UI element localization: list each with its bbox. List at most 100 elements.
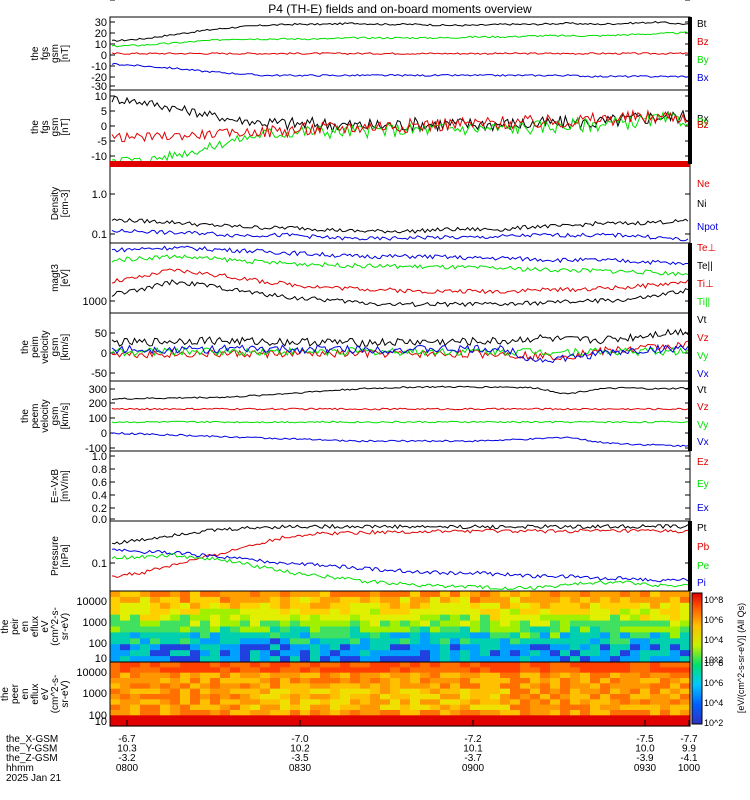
spectrogram-cell [650,602,661,610]
spectrogram-cell [580,596,591,604]
spectrogram-cell [660,591,671,598]
spectrogram-cell [350,608,361,616]
spectrogram-cell [170,710,181,716]
spectrogram-cell [660,626,671,634]
spectrogram-cell [590,662,601,668]
panel-9-ylabel-line: (cm^2-s- [50,607,61,646]
spectrogram-cell [370,638,381,645]
series-npot-line [111,228,689,242]
spectrogram-cell [520,720,531,727]
spectrogram-cell [350,694,361,700]
spectrogram-cell [630,596,641,604]
spectrogram-cell [620,644,631,651]
spectrogram-cell [540,614,551,622]
spectrogram-cell [470,672,481,679]
spectrogram-cell [460,638,471,645]
y-tick-label: 20 [95,28,107,40]
spectrogram-cell [140,688,151,695]
spectrogram-cell [480,644,491,651]
spectrogram-cell [540,688,551,695]
spectrogram-cell [380,591,391,598]
spectrogram-cell [380,602,391,610]
spectrogram-cell [540,638,551,645]
spectrogram-cell [410,644,421,651]
spectrogram-cell [230,688,241,695]
spectrogram-cell [570,704,581,711]
spectrogram-cell [420,644,431,651]
spectrogram-cell [420,662,431,668]
spectrogram-cell [110,694,121,700]
spectrogram-cell [360,683,371,690]
spectrogram-cell [530,602,541,610]
spectrogram-cell [490,596,501,604]
spectrogram-cell [120,596,131,604]
panel-5-ylabel-line: the [20,340,31,354]
spectrogram-cell [530,591,541,598]
panel-5-ylabel-line: peim [30,336,41,358]
spectrogram-cell [350,650,361,657]
footer-row-label: the_X-GSM [6,734,58,745]
spectrogram-cell [110,632,121,639]
spectrogram-cell [270,644,281,651]
spectrogram-cell [530,678,541,684]
spectrogram-cell [160,662,171,668]
spectrogram-cell [300,602,311,610]
spectrogram-cell [160,720,171,727]
spectrogram-cell [460,620,471,628]
spectrogram-cell [670,626,681,634]
spectrogram-cell [500,720,511,727]
spectrogram-cell [470,662,481,668]
spectrogram-cell [290,662,301,668]
spectrogram-cell [590,656,601,663]
spectrogram-cell [140,672,151,679]
legend-vx: Vx [697,437,709,448]
spectrogram-cell [220,678,231,684]
spectrogram-cell [320,694,331,700]
spectrogram-cell [350,620,361,628]
spectrogram-cell [370,694,381,700]
spectrogram-cell [370,608,381,616]
spectrogram-cell [300,710,311,716]
spectrogram-cell [190,694,201,700]
spectrogram-cell [680,644,691,651]
spectrogram-cell [670,704,681,711]
spectrogram-cell [490,694,501,700]
series-bx-line [111,62,689,78]
spectrogram-cell [410,694,421,700]
spectrogram-cell [120,656,131,663]
spectrogram-cell [240,638,251,645]
spectrogram-cell [460,704,471,711]
spectrogram-cell [260,667,271,674]
spectrogram-cell [150,720,161,727]
spectrogram-cell [560,591,571,598]
spectrogram-cell [680,650,691,657]
spectrogram-cell [640,699,651,706]
spectrogram-cell [680,632,691,639]
panel-4-ylabel-line: magt3 [50,264,61,292]
spectrogram-cell [650,626,661,634]
spectrogram-cell [430,710,441,716]
spectrogram-cell [450,614,461,622]
spectrogram-cell [620,596,631,604]
spectrogram-cell [300,688,311,695]
spectrogram-cell [290,688,301,695]
series-pt-line [111,523,689,545]
spectrogram-cell [360,699,371,706]
spectrogram-cell [140,704,151,711]
spectrogram-cell [490,688,501,695]
spectrogram-cell [370,632,381,639]
spectrogram-cell [220,650,231,657]
spectrogram-cell [240,710,251,716]
spectrogram-cell [630,620,641,628]
spectrogram-cell [620,620,631,628]
spectrogram-cell [570,656,581,663]
spectrogram-cell [620,694,631,700]
spectrogram-cell [580,672,591,679]
spectrogram-cell [340,620,351,628]
legend-vz: Vz [697,333,709,344]
legend-ez: Ez [697,457,709,468]
panel-5-ylabel-line: gsm [50,338,61,357]
spectrogram-cell [170,672,181,679]
spectrogram-cell [580,591,591,598]
spectrogram-cell [600,632,611,639]
